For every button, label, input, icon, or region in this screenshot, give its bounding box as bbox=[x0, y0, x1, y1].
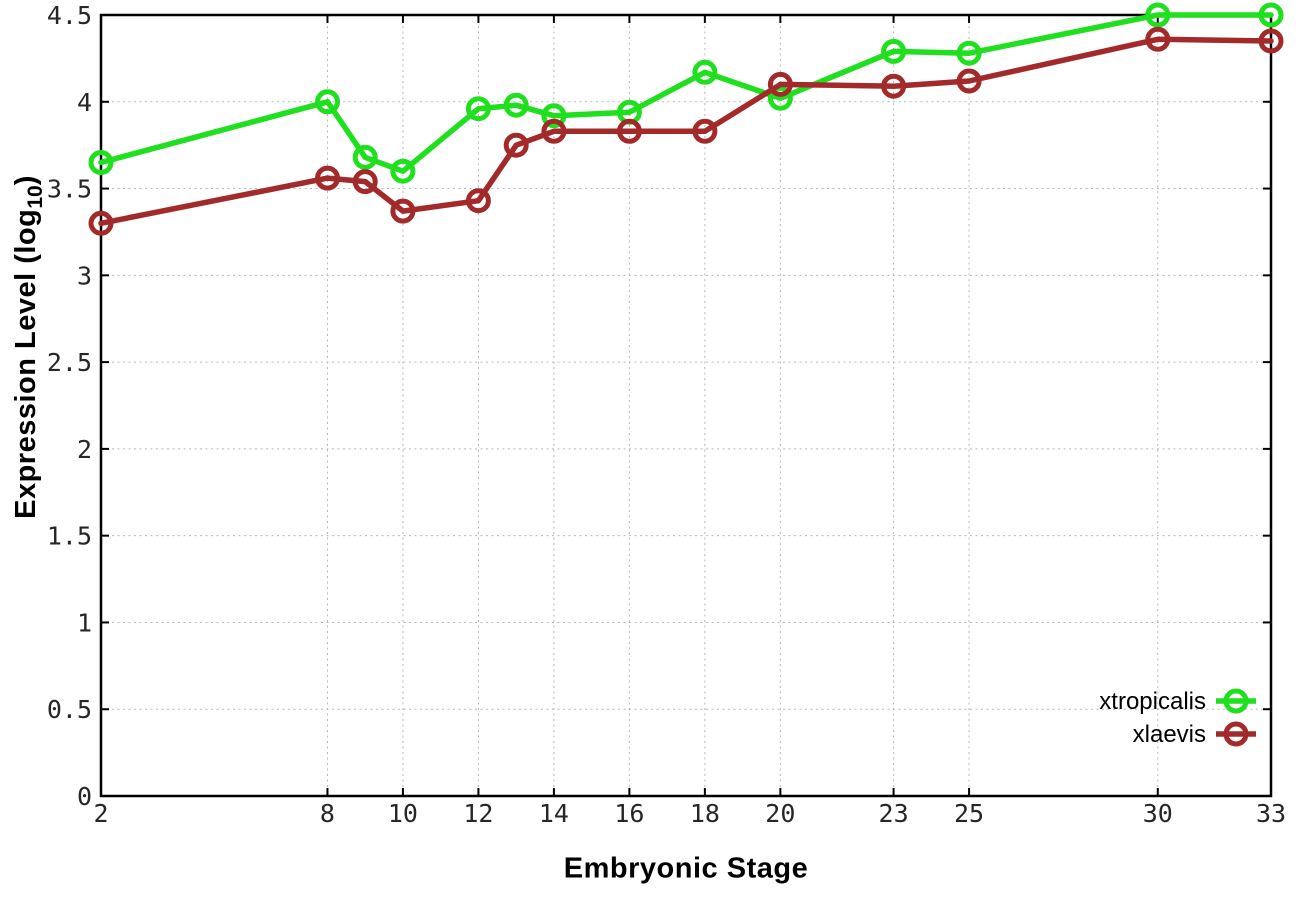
series-marker-xlaevis-25 bbox=[956, 68, 982, 94]
x-tick-label-8: 8 bbox=[320, 799, 335, 828]
legend-label-xlaevis: xlaevis bbox=[1133, 721, 1206, 748]
series-marker-xtropicalis-2 bbox=[88, 150, 114, 175]
y-axis-title: Expression Level (log10) bbox=[10, 175, 48, 519]
series-marker-xtropicalis-30 bbox=[1145, 2, 1171, 28]
series-marker-xlaevis-23 bbox=[881, 73, 907, 99]
series-marker-xlaevis-33 bbox=[1258, 28, 1284, 54]
legend-label-xtropicalis: xtropicalis bbox=[1099, 688, 1206, 715]
legend-sample-marker-xlaevis bbox=[1223, 721, 1249, 747]
y-axis-title-subscript: 10 bbox=[24, 185, 47, 209]
y-axis-title-close: ) bbox=[10, 175, 42, 186]
y-tick-label-3: 3 bbox=[77, 261, 92, 290]
x-tick-label-20: 20 bbox=[765, 799, 795, 828]
series-line-xtropicalis bbox=[98, 12, 1274, 174]
series-marker-xlaevis-2 bbox=[88, 210, 114, 236]
series-marker-xtropicalis-23 bbox=[881, 38, 907, 64]
y-tick-label-1: 1 bbox=[77, 608, 92, 637]
x-tick-label-10: 10 bbox=[388, 799, 418, 828]
series-marker-xlaevis-8 bbox=[315, 165, 340, 191]
x-tick-label-33: 33 bbox=[1256, 799, 1286, 828]
plot-border bbox=[99, 13, 1273, 798]
x-tick-label-14: 14 bbox=[539, 799, 569, 828]
x-tick-label-23: 23 bbox=[879, 799, 909, 828]
series-marker-xtropicalis-13 bbox=[503, 92, 529, 118]
series-marker-xtropicalis-12 bbox=[465, 96, 491, 122]
series-marker-xtropicalis-14 bbox=[541, 103, 567, 129]
y-tick-label-2.5: 2.5 bbox=[47, 348, 92, 377]
series-marker-xtropicalis-25 bbox=[956, 40, 982, 66]
series-marker-xlaevis-13 bbox=[503, 132, 529, 158]
series-marker-xlaevis-18 bbox=[692, 118, 718, 144]
series-marker-xlaevis-12 bbox=[465, 188, 491, 214]
series-marker-xlaevis-20 bbox=[767, 71, 793, 97]
x-tick-label-30: 30 bbox=[1143, 799, 1173, 828]
series-marker-xtropicalis-10 bbox=[390, 158, 416, 184]
y-tick-label-0.5: 0.5 bbox=[47, 695, 92, 724]
y-tick-label-1.5: 1.5 bbox=[47, 522, 92, 551]
series-marker-xtropicalis-8 bbox=[315, 89, 340, 115]
x-tick-label-18: 18 bbox=[690, 799, 720, 828]
y-axis-title-text: Expression Level (log bbox=[10, 208, 42, 519]
legend-sample-marker-xtropicalis bbox=[1223, 688, 1249, 714]
series-marker-xlaevis-10 bbox=[390, 198, 416, 224]
y-tick-label-4: 4 bbox=[77, 88, 92, 117]
x-tick-label-16: 16 bbox=[614, 799, 644, 828]
y-tick-label-0: 0 bbox=[77, 782, 92, 811]
series-marker-xlaevis-30 bbox=[1145, 26, 1171, 52]
series-marker-xtropicalis-18 bbox=[692, 59, 718, 85]
series-marker-xlaevis-14 bbox=[541, 118, 567, 144]
series-marker-xtropicalis-20 bbox=[767, 85, 793, 111]
y-tick-label-2: 2 bbox=[77, 435, 92, 464]
series-marker-xtropicalis-9 bbox=[352, 144, 378, 170]
y-tick-label-3.5: 3.5 bbox=[47, 175, 92, 204]
x-tick-label-12: 12 bbox=[463, 799, 493, 828]
x-tick-label-2: 2 bbox=[93, 799, 108, 828]
series-marker-xlaevis-16 bbox=[616, 118, 642, 144]
series-line-xlaevis bbox=[98, 36, 1274, 227]
x-axis-title: Embryonic Stage bbox=[563, 852, 809, 885]
series-marker-xlaevis-9 bbox=[352, 169, 378, 195]
x-tick-label-25: 25 bbox=[954, 799, 984, 828]
y-tick-label-4.5: 4.5 bbox=[47, 1, 92, 30]
series-marker-xtropicalis-33 bbox=[1258, 2, 1284, 28]
